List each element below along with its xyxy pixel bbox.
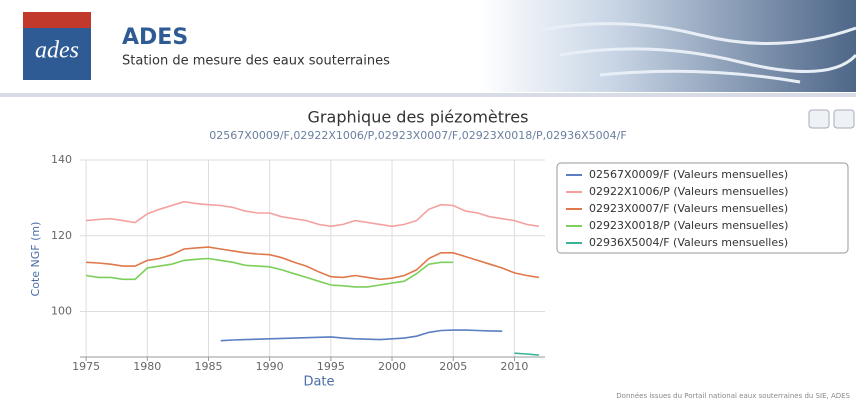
- x-tick-label: 1980: [133, 360, 161, 373]
- x-tick-label: 1990: [256, 360, 284, 373]
- legend-label: 02923X0007/F (Valeurs mensuelles): [589, 202, 788, 215]
- site-title: ADES: [122, 25, 188, 50]
- screen: ades ADES Station de mesure des eaux sou…: [0, 0, 856, 403]
- print-button[interactable]: [809, 110, 829, 128]
- logo-band: [23, 12, 91, 28]
- x-tick-label: 1985: [194, 360, 222, 373]
- x-tick-label: 2000: [378, 360, 406, 373]
- x-tick-label: 1995: [317, 360, 345, 373]
- y-tick-label: 100: [51, 305, 72, 318]
- download-button[interactable]: [834, 110, 854, 128]
- x-tick-label: 2010: [500, 360, 528, 373]
- header-image: [480, 0, 856, 92]
- legend-label: 02936X5004/F (Valeurs mensuelles): [589, 236, 788, 249]
- legend-label: 02567X0009/F (Valeurs mensuelles): [589, 168, 788, 181]
- page: ades ADES Station de mesure des eaux sou…: [0, 0, 856, 403]
- logo-text: ades: [35, 38, 79, 64]
- series-line: [514, 353, 539, 355]
- legend-label: 02922X1006/P (Valeurs mensuelles): [589, 185, 788, 198]
- header-separator: [0, 93, 856, 97]
- chart-subtitle: 02567X0009/F,02922X1006/P,02923X0007/F,0…: [209, 129, 626, 142]
- series-line: [86, 247, 539, 279]
- x-axis-label: Date: [303, 375, 334, 390]
- x-tick-label: 2005: [439, 360, 467, 373]
- site-subtitle: Station de mesure des eaux souterraines: [122, 54, 390, 69]
- y-tick-label: 140: [51, 153, 72, 166]
- y-tick-label: 120: [51, 229, 72, 242]
- chart-title: Graphique des piézomètres: [308, 108, 529, 127]
- footer-credit: Données issues du Portail national eaux …: [616, 392, 850, 400]
- series-line: [86, 202, 539, 227]
- legend-label: 02923X0018/P (Valeurs mensuelles): [589, 219, 788, 232]
- x-tick-label: 1975: [72, 360, 100, 373]
- series-line: [221, 330, 503, 341]
- y-axis-label: Cote NGF (m): [29, 222, 42, 297]
